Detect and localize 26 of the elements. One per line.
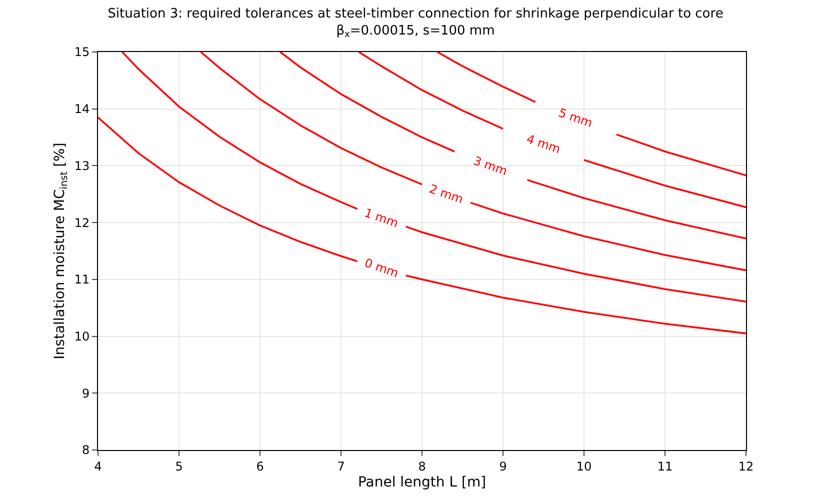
chart-subtitle: β$_{x}$=0.00015, s=100 mm bbox=[336, 23, 495, 40]
text: 2 mm bbox=[428, 182, 466, 206]
text: 4 mm bbox=[524, 132, 562, 156]
text: 5 mm bbox=[556, 106, 594, 130]
x-tick-label: 5 bbox=[175, 459, 183, 474]
x-tick-label: 8 bbox=[418, 459, 426, 474]
y-tick-label: 12 bbox=[74, 216, 90, 230]
y-tick-label: 10 bbox=[74, 329, 90, 344]
x-tick-label: 12 bbox=[738, 459, 754, 474]
x-tick-label: 9 bbox=[499, 459, 507, 474]
x-tick-label: 4 bbox=[94, 459, 102, 474]
y-tick-label: 13 bbox=[74, 158, 90, 173]
text: 3 mm bbox=[472, 154, 510, 178]
y-tick-label: 11 bbox=[74, 272, 90, 287]
chart-title: Situation 3: required tolerances at steel-timber connection for shrinkage perpendicular to core bbox=[108, 6, 724, 22]
text: 0 mm bbox=[362, 256, 400, 280]
x-tick-label: 7 bbox=[337, 459, 345, 474]
x-tick-label: 11 bbox=[657, 459, 673, 474]
y-tick-label: 9 bbox=[82, 386, 90, 400]
y-tick-label: 14 bbox=[74, 102, 90, 116]
text: 1 mm bbox=[362, 206, 400, 230]
x-tick-label: 10 bbox=[576, 459, 592, 474]
y-tick-label: 15 bbox=[74, 45, 90, 60]
y-tick-label: 8 bbox=[82, 443, 90, 458]
x-axis-title: Panel length L [m] bbox=[358, 474, 486, 491]
x-tick-label: 6 bbox=[256, 459, 264, 474]
